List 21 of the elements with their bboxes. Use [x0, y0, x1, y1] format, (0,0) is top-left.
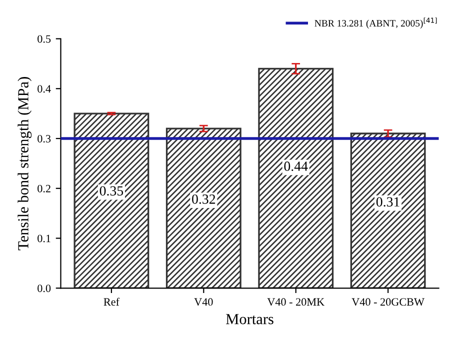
data-label: 0.35 [100, 186, 124, 196]
y-axis-title: Tensile bond strength (MPa) [18, 77, 32, 250]
legend-label: NBR 13.281 (ABNT, 2005)$^{[41]}$ [314, 18, 437, 29]
x-tick-label: V40 - 20MK [267, 298, 324, 306]
y-tick-label: 0.2 [38, 184, 50, 192]
x-tick-label: V40 [194, 298, 213, 306]
x-tick-label: Ref [104, 298, 120, 306]
y-tick-label: 0.0 [38, 284, 51, 292]
bar [258, 68, 334, 288]
x-axis-title: Mortars [226, 314, 274, 324]
x-tick-label: V40 - 20GCBW [352, 298, 424, 306]
y-tick-label: 0.3 [38, 134, 51, 143]
bar [350, 132, 426, 288]
data-label: 0.31 [376, 197, 400, 207]
y-tick-label: 0.5 [38, 35, 51, 43]
bar [166, 128, 242, 288]
data-label: 0.44 [284, 162, 308, 171]
bar [74, 112, 150, 288]
data-label: 0.32 [192, 194, 216, 204]
y-tick-label: 0.1 [38, 234, 50, 242]
y-tick-label: 0.4 [38, 85, 51, 93]
